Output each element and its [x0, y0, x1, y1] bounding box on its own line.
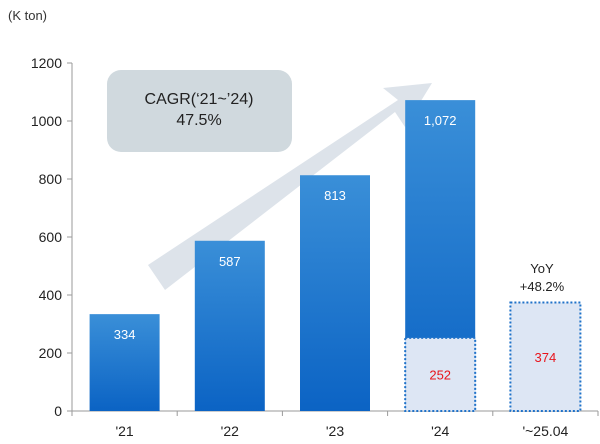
- yoy-annotation: YoY +48.2%: [520, 261, 565, 294]
- partial-bar: [404, 336, 477, 413]
- x-tick-label: '21: [115, 423, 133, 439]
- cagr-value: 47.5%: [176, 112, 221, 129]
- bar: [194, 240, 265, 411]
- y-tick-label: 200: [39, 345, 63, 361]
- yoy-value: +48.2%: [520, 279, 565, 294]
- y-tick-label: 800: [39, 171, 63, 187]
- bar-value-label: 587: [219, 254, 241, 269]
- bar: [89, 314, 160, 411]
- partial-bar-value-label: 374: [535, 350, 557, 365]
- y-axis-unit-label: (K ton): [8, 8, 47, 23]
- cagr-box: [107, 70, 292, 152]
- yoy-label: YoY: [530, 261, 554, 276]
- partial-bar: [509, 301, 582, 413]
- bar: [300, 175, 370, 411]
- x-tick-label: '~25.04: [522, 423, 568, 439]
- cagr-callout: CAGR(‘21~’24) 47.5%: [107, 70, 292, 152]
- x-tick-label: '24: [431, 423, 449, 439]
- y-tick-label: 1200: [31, 55, 62, 71]
- x-tick-label: '23: [326, 423, 344, 439]
- y-tick-label: 400: [39, 287, 63, 303]
- x-tick-label: '22: [221, 423, 239, 439]
- cagr-label: CAGR(‘21~’24): [145, 91, 254, 108]
- y-tick-label: 600: [39, 229, 63, 245]
- y-tick-label: 0: [54, 403, 62, 419]
- y-tick-label: 1000: [31, 113, 62, 129]
- partial-bar-value-label: 252: [429, 367, 451, 382]
- bar-value-label: 334: [114, 327, 136, 342]
- bar-value-label: 1,072: [424, 113, 457, 128]
- bar-value-label: 813: [324, 188, 346, 203]
- growth-arrow: [148, 83, 432, 290]
